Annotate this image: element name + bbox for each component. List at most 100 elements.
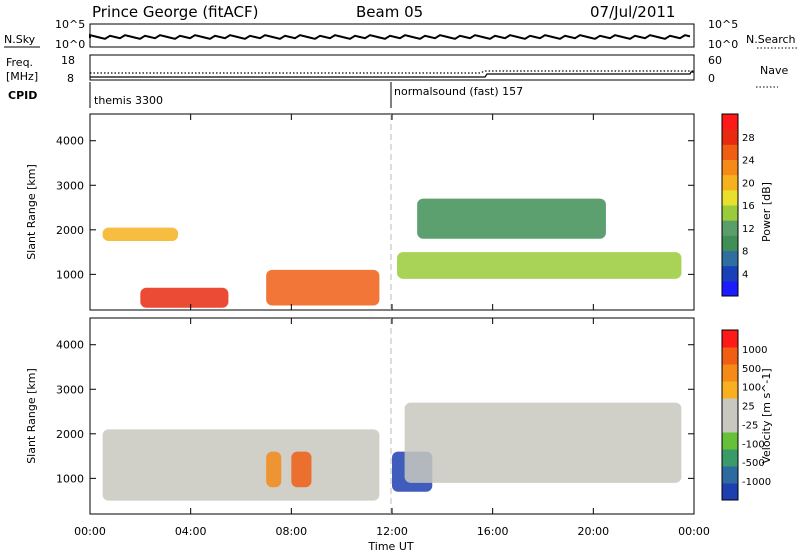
freq-frame: [89, 54, 695, 81]
y-tick-label: 3000: [56, 179, 84, 192]
power-colorbar: 4 8 12 16 20 24 28: [721, 113, 755, 297]
colorbar-tick-label: 16: [742, 201, 755, 212]
colorbar-tick-label: -500: [742, 458, 765, 469]
y-tick-label: 2000: [56, 428, 84, 441]
colorbar-tick-label: 20: [742, 178, 755, 189]
colorbar-swatch: [722, 189, 738, 206]
colorbar-swatch: [722, 330, 738, 348]
nave-label: Nave: [760, 64, 788, 77]
colorbar-swatch: [722, 220, 738, 236]
colorbar-tick-label: 12: [742, 224, 755, 235]
nsearch-tick-bottom: 10^0: [708, 38, 738, 51]
nsky-strip: N.Sky 10^5 10^0 10^5 10^0 N.Search: [4, 18, 797, 51]
velocity-data-layer: [102, 402, 682, 501]
power-y-axis: 1000 2000 3000 4000: [56, 135, 694, 281]
echo-feature-1: [140, 287, 229, 308]
colorbar-swatch: [722, 432, 738, 450]
colorbar-tick-label: -1000: [742, 477, 771, 488]
colorbar-frame: [721, 329, 739, 501]
colorbar-swatch: [722, 129, 738, 145]
x-tick-label: 20:00: [577, 525, 609, 538]
x-tick-label: 16:00: [477, 525, 509, 538]
x-tick-label: 08:00: [275, 525, 307, 538]
x-axis-label: Time UT: [367, 540, 413, 553]
nsky-tick-top: 10^5: [55, 18, 85, 31]
x-tick-label: 00:00: [678, 525, 710, 538]
colorbar-swatch: [722, 483, 738, 501]
colorbar-swatch: [722, 205, 738, 221]
nave-trace: [90, 70, 694, 74]
echo-feature-3: [397, 252, 682, 279]
velocity-y-label: Slant Range [km]: [25, 368, 38, 464]
colorbar-swatch: [722, 174, 738, 191]
colorbar-tick-label: 1000: [742, 345, 767, 356]
colorbar-tick-label: 8: [742, 247, 748, 258]
colorbar-swatch: [722, 415, 738, 433]
echo-feature-0: [102, 429, 380, 501]
colorbar-tick-label: -25: [742, 420, 758, 431]
colorbar-tick-label: 25: [742, 402, 755, 413]
echo-feature-4: [417, 198, 606, 239]
y-tick-label: 1000: [56, 268, 84, 281]
x-tick-label: 04:00: [175, 525, 207, 538]
velocity-y-axis: 1000 2000 3000 4000: [56, 339, 694, 485]
station-title: Prince George (fitACF): [92, 3, 258, 21]
x-tick-label: 00:00: [74, 525, 106, 538]
colorbar-swatch: [722, 280, 738, 297]
nave-tick-top: 60: [708, 54, 722, 67]
colorbar-swatch: [722, 381, 738, 399]
x-tick-label: 12:00: [376, 525, 408, 538]
freq-tick-bottom: 8: [67, 72, 74, 85]
power-colorbar-label: Power [dB]: [760, 182, 773, 242]
y-tick-label: 4000: [56, 339, 84, 352]
nsearch-label: N.Search: [746, 33, 796, 46]
freq-strip: Freq. [MHz] 18 8 60 0 Nave: [6, 54, 788, 88]
colorbar-swatch: [722, 265, 738, 282]
colorbar-swatch: [722, 364, 738, 382]
colorbar-swatch: [722, 449, 738, 467]
colorbar-swatch: [722, 235, 738, 251]
freq-tick-top: 18: [61, 54, 75, 67]
nsky-trace: [89, 33, 691, 40]
velocity-colorbar: 1000 500 100 25 -25 -100 -500 -1000: [721, 329, 771, 501]
colorbar-tick-label: 24: [742, 156, 755, 167]
power-panel: 1000 2000 3000 4000 Slant Range [km] 4 8 12 16…: [25, 113, 773, 311]
colorbar-tick-label: 100: [742, 383, 761, 394]
velocity-colorbar-label: Velocity [m s^-1]: [760, 368, 773, 463]
colorbar-tick-label: 28: [742, 133, 755, 144]
power-y-label: Slant Range [km]: [25, 164, 38, 260]
echo-feature-4: [404, 402, 682, 483]
colorbar-tick-label: 4: [742, 269, 748, 280]
power-data-layer: [102, 198, 682, 308]
echo-feature-2: [266, 269, 380, 306]
cpid-program-1: normalsound (fast) 157: [394, 85, 523, 98]
nsky-tick-bottom: 10^0: [55, 38, 85, 51]
echo-feature-2: [291, 451, 312, 488]
freq-label-top: Freq.: [6, 56, 33, 69]
echo-feature-1: [266, 451, 282, 488]
nsky-label: N.Sky: [4, 33, 36, 46]
velocity-x-axis: 00:00 04:00 08:00 12:00 16:00 20:00 00:00: [74, 114, 710, 538]
cpid-label: CPID: [8, 89, 37, 102]
y-tick-label: 1000: [56, 472, 84, 485]
colorbar-swatch: [722, 466, 738, 484]
y-tick-label: 4000: [56, 135, 84, 148]
colorbar-swatch: [722, 114, 738, 130]
colorbar-swatch: [722, 347, 738, 365]
date-title: 07/Jul/2011: [590, 3, 675, 21]
nave-tick-bottom: 0: [708, 72, 715, 85]
colorbar-frame: [721, 113, 739, 297]
cpid-strip: CPID themis 3300 normalsound (fast) 157: [8, 82, 523, 108]
colorbar-swatch: [722, 398, 738, 416]
freq-label-bottom: [MHz]: [6, 70, 38, 83]
echo-feature-0: [102, 227, 179, 241]
beam-title: Beam 05: [356, 3, 423, 21]
y-tick-label: 2000: [56, 224, 84, 237]
colorbar-swatch: [722, 144, 738, 160]
nsearch-tick-top: 10^5: [708, 18, 738, 31]
freq-trace: [90, 71, 694, 78]
colorbar-swatch: [722, 250, 738, 267]
colorbar-tick-label: 500: [742, 364, 761, 375]
